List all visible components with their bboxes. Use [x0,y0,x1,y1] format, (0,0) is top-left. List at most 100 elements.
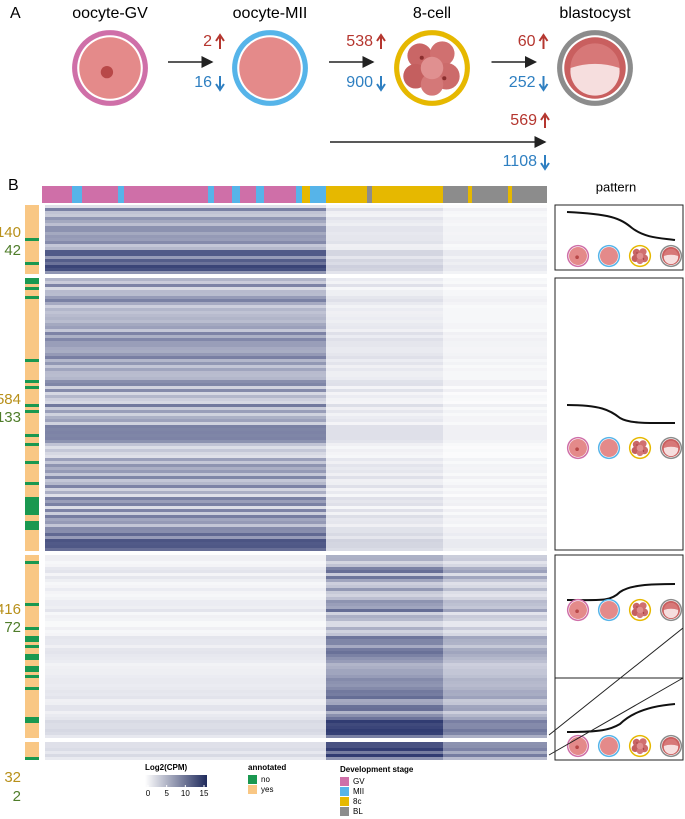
heatmap-row [326,413,443,416]
heatmap-row [443,518,547,521]
heatmap-row [45,639,326,642]
heatmap-row [443,696,547,699]
annotation-row [25,745,39,748]
stage-strip [372,186,443,203]
panel-label: A [10,5,21,22]
legend-swatch [248,785,257,794]
annotation-row [25,645,39,648]
heatmap-row [326,521,443,524]
heatmap-row [45,389,326,392]
annotation-row [25,395,39,398]
heatmap-row [443,745,547,748]
heatmap-row [443,503,547,506]
heatmap-row [326,350,443,353]
heatmap-row [45,383,326,386]
heatmap-row [45,527,326,530]
heatmap-row [443,497,547,500]
heatmap-row [45,612,326,615]
up-count: 538 [346,33,373,50]
heatmap-row [443,672,547,675]
heatmap-row [326,696,443,699]
heatmap-row [326,539,443,542]
heatmap-row [443,527,547,530]
heatmap-row [443,699,547,702]
heatmap-row [45,648,326,651]
heatmap-row [443,380,547,383]
annotation-row [25,437,39,440]
heatmap-row [326,708,443,711]
stage-icon [659,598,683,622]
annotation-row [25,494,39,497]
stage-strip [72,186,82,203]
annotation-row [25,591,39,594]
heatmap-row [45,588,326,591]
heatmap-row [45,220,326,223]
heatmap-row [443,702,547,705]
annotation-row [25,413,39,416]
heatmap-row [326,542,443,545]
heatmap-row [45,332,326,335]
annotation-row [25,711,39,714]
heatmap-row [326,425,443,428]
annotation-row [25,238,39,241]
heatmap-row [45,410,326,413]
heatmap-row [443,524,547,527]
heatmap-row [326,506,443,509]
heatmap-row [326,612,443,615]
heatmap-row [326,735,443,738]
heatmap-row [443,705,547,708]
colorbar-label: 5 [164,789,169,798]
annotation-row [25,452,39,455]
heatmap-row [443,401,547,404]
heatmap-row [443,687,547,690]
stage-strip [214,186,232,203]
heatmap-row [45,754,326,757]
heatmap-row [326,308,443,311]
heatmap-row [45,524,326,527]
heatmap-row [443,645,547,648]
annotation-row [25,723,39,726]
annotation-row [25,214,39,217]
heatmap-row [45,708,326,711]
heatmap-row [326,250,443,253]
stage-strip [124,186,208,203]
heatmap-row [326,660,443,663]
annotation-row [25,308,39,311]
down-count: 900 [346,74,373,91]
heatmap-row [45,284,326,287]
heatmap-row [45,642,326,645]
heatmap-row [443,494,547,497]
annotation-row [25,621,39,624]
heatmap-row [443,284,547,287]
heatmap-row [326,717,443,720]
heatmap-row [326,398,443,401]
heatmap-row [45,757,326,760]
heatmap-row [45,606,326,609]
heatmap-row [443,268,547,271]
heatmap-row [326,570,443,573]
annotation-row [25,250,39,253]
heatmap-row [45,548,326,551]
heatmap-row [443,434,547,437]
heatmap-row [45,341,326,344]
heatmap-row [326,527,443,530]
heatmap-row [443,476,547,479]
heatmap-row [326,305,443,308]
heatmap-row [45,696,326,699]
heatmap-row [45,663,326,666]
heatmap-row [45,434,326,437]
heatmap-row [443,235,547,238]
heatmap-row [45,250,326,253]
heatmap-row [326,530,443,533]
heatmap-row [326,341,443,344]
annotation-row [25,672,39,675]
stage-strip [264,186,296,203]
up-count: 569 [510,112,537,129]
heatmap-row [326,419,443,422]
heatmap-row [45,464,326,467]
heatmap-row [45,223,326,226]
heatmap-row [45,576,326,579]
heatmap-row [326,464,443,467]
heatmap-row [326,365,443,368]
heatmap-row [326,693,443,696]
